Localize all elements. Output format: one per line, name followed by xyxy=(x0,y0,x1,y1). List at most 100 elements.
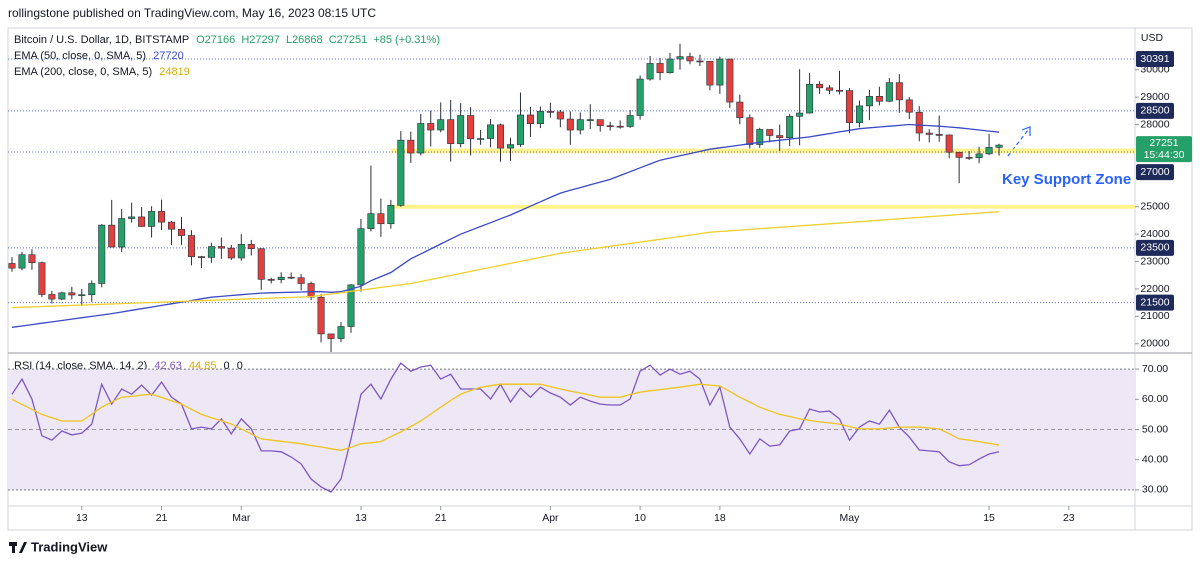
candle-body xyxy=(756,129,764,145)
y-tick-label: 23000 xyxy=(1140,255,1169,267)
ema50-legend: EMA (50, close, 0, SMA, 5) 27720 xyxy=(14,50,184,62)
level-label-box xyxy=(1136,51,1174,68)
candle-body xyxy=(566,118,574,131)
candle-body xyxy=(975,153,983,159)
candle-body xyxy=(267,279,275,281)
level-label-box xyxy=(1136,164,1174,181)
level-label-box xyxy=(1136,294,1174,311)
ema50-name: EMA (50, close, 0, SMA, 5) xyxy=(14,50,146,62)
candle-body xyxy=(177,228,185,236)
candle-body xyxy=(855,105,863,123)
x-tick-label: 13 xyxy=(76,512,88,524)
candle-body xyxy=(776,135,784,138)
candle-body xyxy=(257,248,265,280)
candle-body xyxy=(237,244,245,259)
candle-body xyxy=(158,211,166,223)
candle-body xyxy=(18,254,26,269)
candle-body xyxy=(447,119,455,145)
x-tick-label: Apr xyxy=(542,512,559,524)
candle-body xyxy=(526,114,534,125)
candle-body xyxy=(148,211,156,227)
candle-body xyxy=(207,246,215,258)
y-tick-label: 25000 xyxy=(1140,201,1169,213)
candle-body xyxy=(925,132,933,135)
level-label: 23500 xyxy=(1140,242,1169,254)
candle-body xyxy=(885,82,893,102)
candle-body xyxy=(666,58,674,74)
candle-body xyxy=(217,246,225,249)
candle-body xyxy=(546,111,554,113)
y-tick-label: 60.00 xyxy=(1142,393,1168,405)
candle-body xyxy=(865,96,873,107)
candle-body xyxy=(836,89,844,92)
candle-body xyxy=(337,326,345,339)
x-tick-label: 21 xyxy=(156,512,168,524)
candle-body xyxy=(506,144,514,149)
candle-body xyxy=(118,218,126,248)
y-tick-label: 29000 xyxy=(1140,91,1169,103)
candle-body xyxy=(985,147,993,155)
candle-body xyxy=(736,101,744,118)
level-label: 28500 xyxy=(1140,105,1169,117)
y-tick-label: 24000 xyxy=(1140,228,1169,240)
rsi-extra-value: 0 xyxy=(224,360,230,372)
candle-body xyxy=(497,124,505,149)
candle-body xyxy=(467,115,475,140)
y-tick-label: 21000 xyxy=(1140,310,1169,322)
candle-body xyxy=(646,63,654,80)
rsi-extra-value: 0 xyxy=(237,360,243,372)
candle-body xyxy=(895,82,903,101)
candle-body xyxy=(227,247,235,259)
candle-body xyxy=(616,125,624,128)
candle-body xyxy=(327,333,335,339)
candle-body xyxy=(556,111,564,120)
x-tick-label: 18 xyxy=(714,512,726,524)
level-label-box xyxy=(1136,102,1174,119)
candle-body xyxy=(516,114,524,145)
candle-body xyxy=(187,235,195,257)
candle-body xyxy=(427,123,435,131)
candle-body xyxy=(367,213,375,229)
candle-body xyxy=(347,284,355,327)
candle-body xyxy=(656,63,664,74)
ema200-name: EMA (200, close, 0, SMA, 5) xyxy=(14,66,152,78)
ema50-value: 27720 xyxy=(153,50,184,62)
rsi-line xyxy=(11,383,1000,451)
candle-body xyxy=(317,296,325,335)
candle-body xyxy=(247,244,255,249)
candle-body xyxy=(58,292,66,300)
candle-body xyxy=(48,294,56,300)
price-tag-time: 15:44:30 xyxy=(1144,149,1185,161)
ohlc-label: H27297 xyxy=(241,34,280,46)
candle-body xyxy=(875,96,883,102)
ema-line xyxy=(11,211,1000,309)
candle-body xyxy=(686,56,694,62)
candle-body xyxy=(168,221,176,230)
candle-body xyxy=(806,83,814,114)
x-tick-label: 15 xyxy=(983,512,995,524)
candle-body xyxy=(796,112,804,117)
candle-body xyxy=(536,111,544,125)
candle-body xyxy=(786,116,794,138)
candle-body xyxy=(437,119,445,131)
x-tick-label: 23 xyxy=(1063,512,1075,524)
candle-body xyxy=(706,60,714,86)
candle-body xyxy=(935,134,943,136)
symbol-title: Bitcoin / U.S. Dollar, 1D, BITSTAMP xyxy=(14,34,189,46)
currency-label: USD xyxy=(1141,32,1164,44)
footer-brand: TradingView xyxy=(31,539,108,554)
symbol-legend: Bitcoin / U.S. Dollar, 1D, BITSTAMP O271… xyxy=(14,34,440,46)
projection-arrow xyxy=(1007,129,1029,157)
candle-body xyxy=(357,228,365,286)
candle-body xyxy=(387,205,395,225)
candle-body xyxy=(487,124,495,139)
ema-line xyxy=(11,123,1000,328)
ohlc-label: C27251 xyxy=(329,34,368,46)
ema200-value: 24819 xyxy=(159,66,190,78)
candle-body xyxy=(726,58,734,103)
level-label: 21500 xyxy=(1140,296,1169,308)
y-tick-label: 70.00 xyxy=(1142,363,1168,375)
x-tick-label: May xyxy=(840,512,861,524)
change-label: +85 (+0.31%) xyxy=(373,34,440,46)
level-label-box xyxy=(1136,239,1174,256)
